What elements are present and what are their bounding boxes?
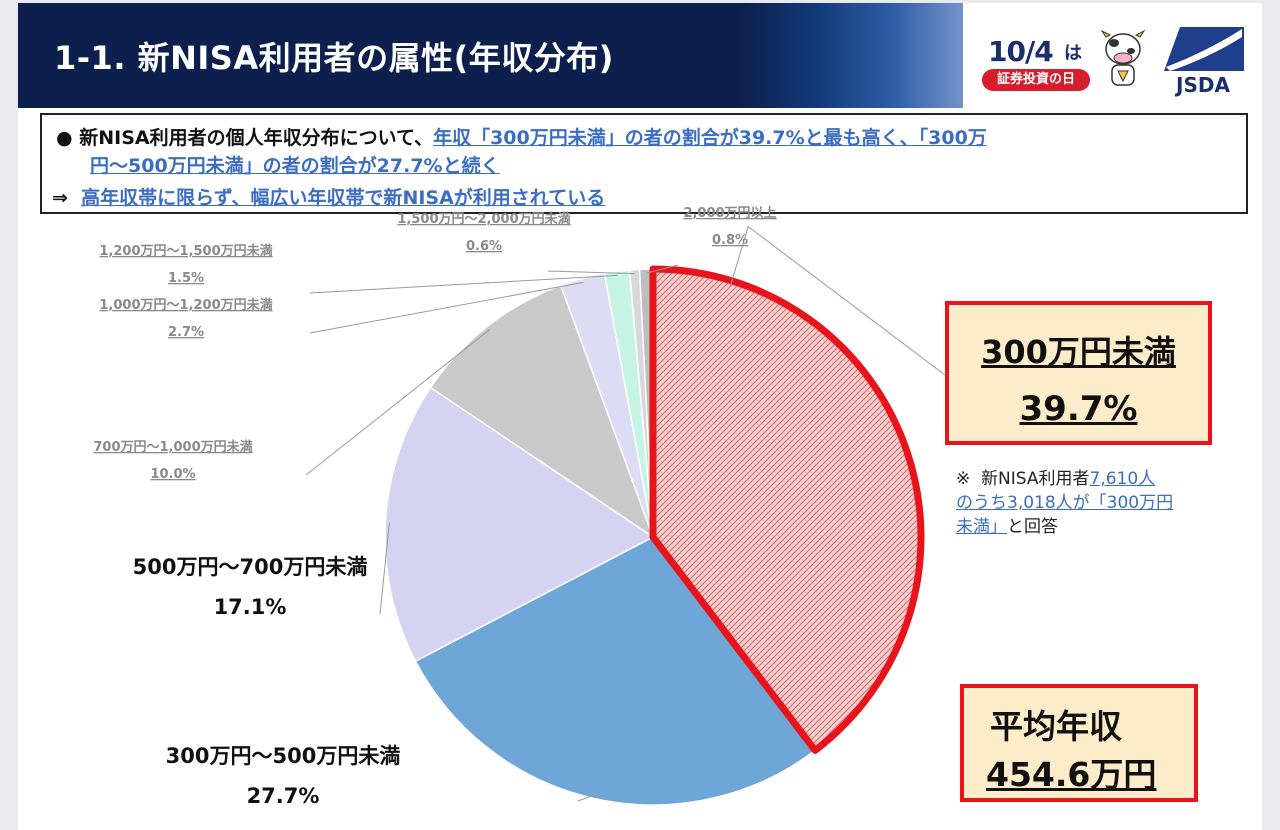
slice-leader-line bbox=[547, 270, 635, 275]
slice-leader-line bbox=[577, 794, 596, 802]
slice-category-label: 2,000万円以上 bbox=[683, 206, 776, 221]
jsda-logo-text: JSDA bbox=[1176, 73, 1230, 97]
slice-category-label: 1,000万円～1,200万円未満 bbox=[99, 297, 272, 313]
slice-leader-line bbox=[646, 264, 679, 274]
slice-percent-label: 2.7% bbox=[168, 325, 204, 340]
average-income-callout: 平均年収 454.6万円 bbox=[960, 684, 1198, 802]
pie-slice bbox=[384, 386, 655, 663]
slice-leader-line bbox=[309, 274, 618, 294]
slice-category-label: 700万円～1,000万円未満 bbox=[93, 439, 252, 455]
slice-category-label: 300万円～500万円未満 bbox=[166, 744, 401, 768]
cow-mascot-icon bbox=[1100, 29, 1146, 86]
top-category-callout: 300万円未満 39.7% bbox=[945, 301, 1212, 445]
callout-category: 300万円未満 bbox=[981, 333, 1176, 371]
slice-percent-label: 0.6% bbox=[466, 239, 502, 254]
callout-percent: 39.7% bbox=[1019, 389, 1138, 429]
note-mark: ※ bbox=[956, 469, 971, 489]
summary-box: ● 新NISA利用者の個人年収分布について、年収「300万円未満」の者の割合が3… bbox=[40, 113, 1248, 214]
slice-category-label: 1,200万円～1,500万円未満 bbox=[99, 243, 272, 259]
jsda-mark-icon bbox=[1164, 27, 1244, 71]
slice-percent-label: 10.0% bbox=[150, 467, 195, 482]
logo-caption: 証券投資の日 bbox=[982, 69, 1090, 91]
slice-percent-label: 17.1% bbox=[214, 595, 287, 619]
slice-leader-line bbox=[309, 281, 584, 334]
slice-percent-label: 27.7% bbox=[247, 784, 320, 808]
income-pie-chart: 300万円～500万円未満 27.7% 500万円～700万円未満 17.1% 700万… bbox=[93, 206, 946, 808]
pie-slice bbox=[429, 284, 655, 539]
jsda-logo: JSDA bbox=[1162, 27, 1244, 97]
logo-suffix: は bbox=[1064, 43, 1082, 64]
summary-highlight-2[interactable]: 円～500万円未満」の者の割合が27.7%と続く bbox=[90, 155, 500, 177]
summary-highlight-1[interactable]: 年収「300万円未満」の者の割合が39.7%と最も高く、「300万 bbox=[433, 127, 987, 149]
summary-intro: 新NISA利用者の個人年収分布について、 bbox=[79, 127, 434, 149]
average-income-value: 454.6万円 bbox=[986, 755, 1157, 794]
note-text-d[interactable]: 未満」 bbox=[956, 517, 1007, 537]
slice-leader-line bbox=[305, 328, 491, 476]
note-text-c[interactable]: のうち3,018人が「300万円 bbox=[956, 493, 1174, 513]
bullet: ● bbox=[56, 127, 73, 149]
note-text-a: 新NISA利用者 bbox=[981, 469, 1090, 489]
callout-leader-line bbox=[729, 225, 946, 376]
page-title: 1-1. 新NISA利用者の属性(年収分布) bbox=[54, 39, 614, 77]
pie-slice bbox=[414, 536, 817, 806]
summary-line-3: ⇒ 高年収帯に限らず、幅広い年収帯で新NISAが利用されている bbox=[52, 183, 605, 210]
slice-leader-line bbox=[379, 522, 390, 615]
summary-line-1: ● 新NISA利用者の個人年収分布について、年収「300万円未満」の者の割合が3… bbox=[56, 123, 987, 150]
average-income-label: 平均年収 bbox=[990, 707, 1122, 746]
slide: 1-1. 新NISA利用者の属性(年収分布) 10/4 は 証券投資の日 JSD… bbox=[18, 3, 1262, 830]
slice-percent-label: 0.8% bbox=[712, 233, 748, 248]
summary-line-2: 円～500万円未満」の者の割合が27.7%と続く bbox=[90, 151, 500, 178]
slice-percent-label: 1.5% bbox=[168, 271, 204, 286]
slice-category-label: 1,500万円～2,000万円未満 bbox=[397, 211, 570, 227]
note-text-b[interactable]: 7,610人 bbox=[1089, 469, 1156, 489]
investment-day-logo: 10/4 は 証券投資の日 bbox=[982, 25, 1094, 95]
note-text-e: と回答 bbox=[1007, 517, 1058, 537]
slice-category-label: 500万円～700万円未満 bbox=[133, 555, 368, 579]
label-leader-lines bbox=[305, 225, 946, 802]
highlighted-slice-outline bbox=[649, 265, 925, 754]
pie-slices bbox=[384, 265, 925, 806]
summary-conclusion[interactable]: 高年収帯に限らず、幅広い年収帯で新NISAが利用されている bbox=[81, 187, 606, 209]
arrow-icon: ⇒ bbox=[52, 187, 68, 209]
slice-labels: 300万円～500万円未満 27.7% 500万円～700万円未満 17.1% 700万… bbox=[93, 206, 776, 808]
footnote: ※ 新NISA利用者7,610人 のうち3,018人が「300万円 未満」と回答 bbox=[956, 467, 1246, 539]
logo-date: 10/4 bbox=[988, 35, 1054, 68]
